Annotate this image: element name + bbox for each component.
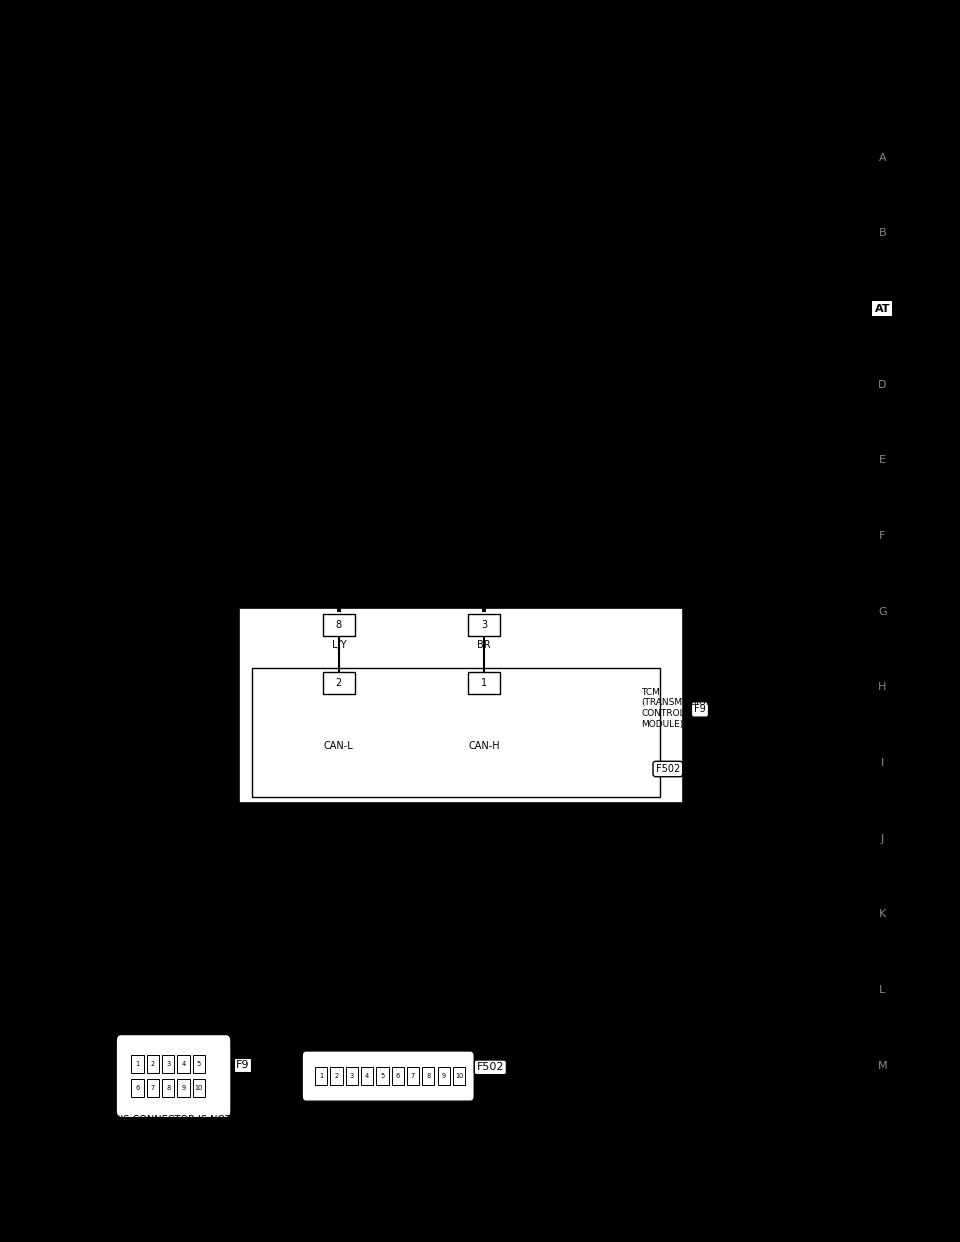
FancyBboxPatch shape bbox=[239, 609, 684, 802]
FancyBboxPatch shape bbox=[361, 1067, 373, 1084]
FancyBboxPatch shape bbox=[147, 1056, 159, 1073]
FancyBboxPatch shape bbox=[407, 1067, 420, 1084]
FancyBboxPatch shape bbox=[132, 1056, 144, 1073]
Text: 1: 1 bbox=[319, 1073, 324, 1079]
Text: 10: 10 bbox=[195, 1086, 203, 1090]
Text: GR: GR bbox=[477, 1088, 492, 1099]
Text: ★: THIS CONNECTOR IS NOT SHOWN IN "HARNESS LAYOUT" OF PG SECTION.: ★: THIS CONNECTOR IS NOT SHOWN IN "HARNE… bbox=[92, 1115, 467, 1125]
Text: AT: AT bbox=[875, 304, 890, 314]
Text: 2: 2 bbox=[151, 1061, 156, 1067]
Text: G: G bbox=[878, 606, 886, 616]
Text: 8: 8 bbox=[336, 620, 342, 630]
FancyBboxPatch shape bbox=[323, 614, 355, 636]
Text: 10: 10 bbox=[455, 1073, 463, 1079]
FancyBboxPatch shape bbox=[392, 1067, 404, 1084]
FancyBboxPatch shape bbox=[116, 1035, 231, 1118]
Text: P: P bbox=[642, 457, 649, 467]
Text: 8: 8 bbox=[426, 1073, 430, 1079]
Text: A: A bbox=[878, 153, 886, 163]
FancyBboxPatch shape bbox=[315, 1067, 327, 1084]
FancyBboxPatch shape bbox=[193, 1056, 204, 1073]
Text: L: L bbox=[481, 597, 487, 607]
Text: 6: 6 bbox=[135, 1086, 140, 1090]
Text: H: H bbox=[878, 682, 886, 692]
Text: AT-CAN-01: AT-CAN-01 bbox=[724, 122, 828, 140]
Text: F: F bbox=[879, 530, 885, 542]
FancyBboxPatch shape bbox=[162, 1056, 175, 1073]
FancyBboxPatch shape bbox=[178, 1079, 190, 1097]
FancyBboxPatch shape bbox=[422, 1067, 435, 1084]
FancyBboxPatch shape bbox=[178, 1056, 190, 1073]
Text: 2: 2 bbox=[334, 1073, 339, 1079]
FancyBboxPatch shape bbox=[302, 1051, 474, 1102]
Text: I: I bbox=[880, 758, 884, 768]
Text: 4: 4 bbox=[365, 1073, 370, 1079]
Text: 4: 4 bbox=[181, 1061, 185, 1067]
Text: K: K bbox=[878, 909, 886, 919]
Text: 9: 9 bbox=[181, 1086, 185, 1090]
Text: L: L bbox=[879, 985, 885, 995]
FancyBboxPatch shape bbox=[193, 1079, 204, 1097]
Text: TO LAN-CAN: TO LAN-CAN bbox=[676, 489, 737, 499]
Text: 9: 9 bbox=[442, 1073, 445, 1079]
FancyBboxPatch shape bbox=[468, 614, 500, 636]
Text: F502: F502 bbox=[656, 764, 680, 774]
Text: 1: 1 bbox=[135, 1061, 140, 1067]
Text: ★: ★ bbox=[507, 1053, 519, 1068]
FancyBboxPatch shape bbox=[330, 1067, 343, 1084]
Text: A/T
ASSEMBLY: A/T ASSEMBLY bbox=[688, 646, 739, 668]
FancyBboxPatch shape bbox=[468, 672, 500, 693]
FancyBboxPatch shape bbox=[252, 668, 660, 797]
Text: B: B bbox=[878, 229, 886, 238]
Text: F502: F502 bbox=[476, 1062, 504, 1072]
Text: 5: 5 bbox=[197, 1061, 201, 1067]
Text: BR: BR bbox=[477, 640, 491, 650]
Text: CAN-L: CAN-L bbox=[324, 740, 353, 750]
Text: E: E bbox=[878, 456, 886, 466]
FancyBboxPatch shape bbox=[162, 1079, 175, 1097]
Text: CAN-H: CAN-H bbox=[468, 740, 500, 750]
Text: G: G bbox=[238, 1088, 246, 1099]
Text: D: D bbox=[878, 380, 886, 390]
FancyBboxPatch shape bbox=[453, 1067, 465, 1084]
FancyBboxPatch shape bbox=[132, 1079, 144, 1097]
Text: 7: 7 bbox=[411, 1073, 415, 1079]
Text: : DATA LINE: : DATA LINE bbox=[561, 196, 612, 205]
Text: 7: 7 bbox=[151, 1086, 156, 1090]
Text: 8: 8 bbox=[166, 1086, 170, 1090]
Text: TCM
(TRANSMISSION
CONTROL
MODULE): TCM (TRANSMISSION CONTROL MODULE) bbox=[641, 688, 712, 729]
Text: 3: 3 bbox=[349, 1073, 354, 1079]
Text: F9: F9 bbox=[694, 704, 706, 714]
FancyBboxPatch shape bbox=[376, 1067, 389, 1084]
FancyBboxPatch shape bbox=[323, 672, 355, 693]
Text: : NON-DETECTABLE LINE FOR DTC: : NON-DETECTABLE LINE FOR DTC bbox=[561, 173, 712, 181]
Text: 5: 5 bbox=[380, 1073, 385, 1079]
Text: L/Y: L/Y bbox=[331, 640, 347, 650]
Text: J: J bbox=[880, 833, 884, 843]
FancyBboxPatch shape bbox=[346, 1067, 358, 1084]
FancyBboxPatch shape bbox=[438, 1067, 450, 1084]
Text: 2: 2 bbox=[336, 678, 342, 688]
Text: 3: 3 bbox=[481, 620, 488, 630]
Text: P: P bbox=[336, 597, 342, 607]
Text: 1: 1 bbox=[481, 678, 488, 688]
FancyBboxPatch shape bbox=[147, 1079, 159, 1097]
Text: : DETECTABLE LINE FOR DTC: : DETECTABLE LINE FOR DTC bbox=[561, 148, 688, 156]
Text: 3: 3 bbox=[166, 1061, 170, 1067]
Text: 6: 6 bbox=[396, 1073, 400, 1079]
Text: F9: F9 bbox=[235, 1061, 249, 1071]
Text: L: L bbox=[643, 496, 649, 505]
Text: M: M bbox=[877, 1061, 887, 1071]
